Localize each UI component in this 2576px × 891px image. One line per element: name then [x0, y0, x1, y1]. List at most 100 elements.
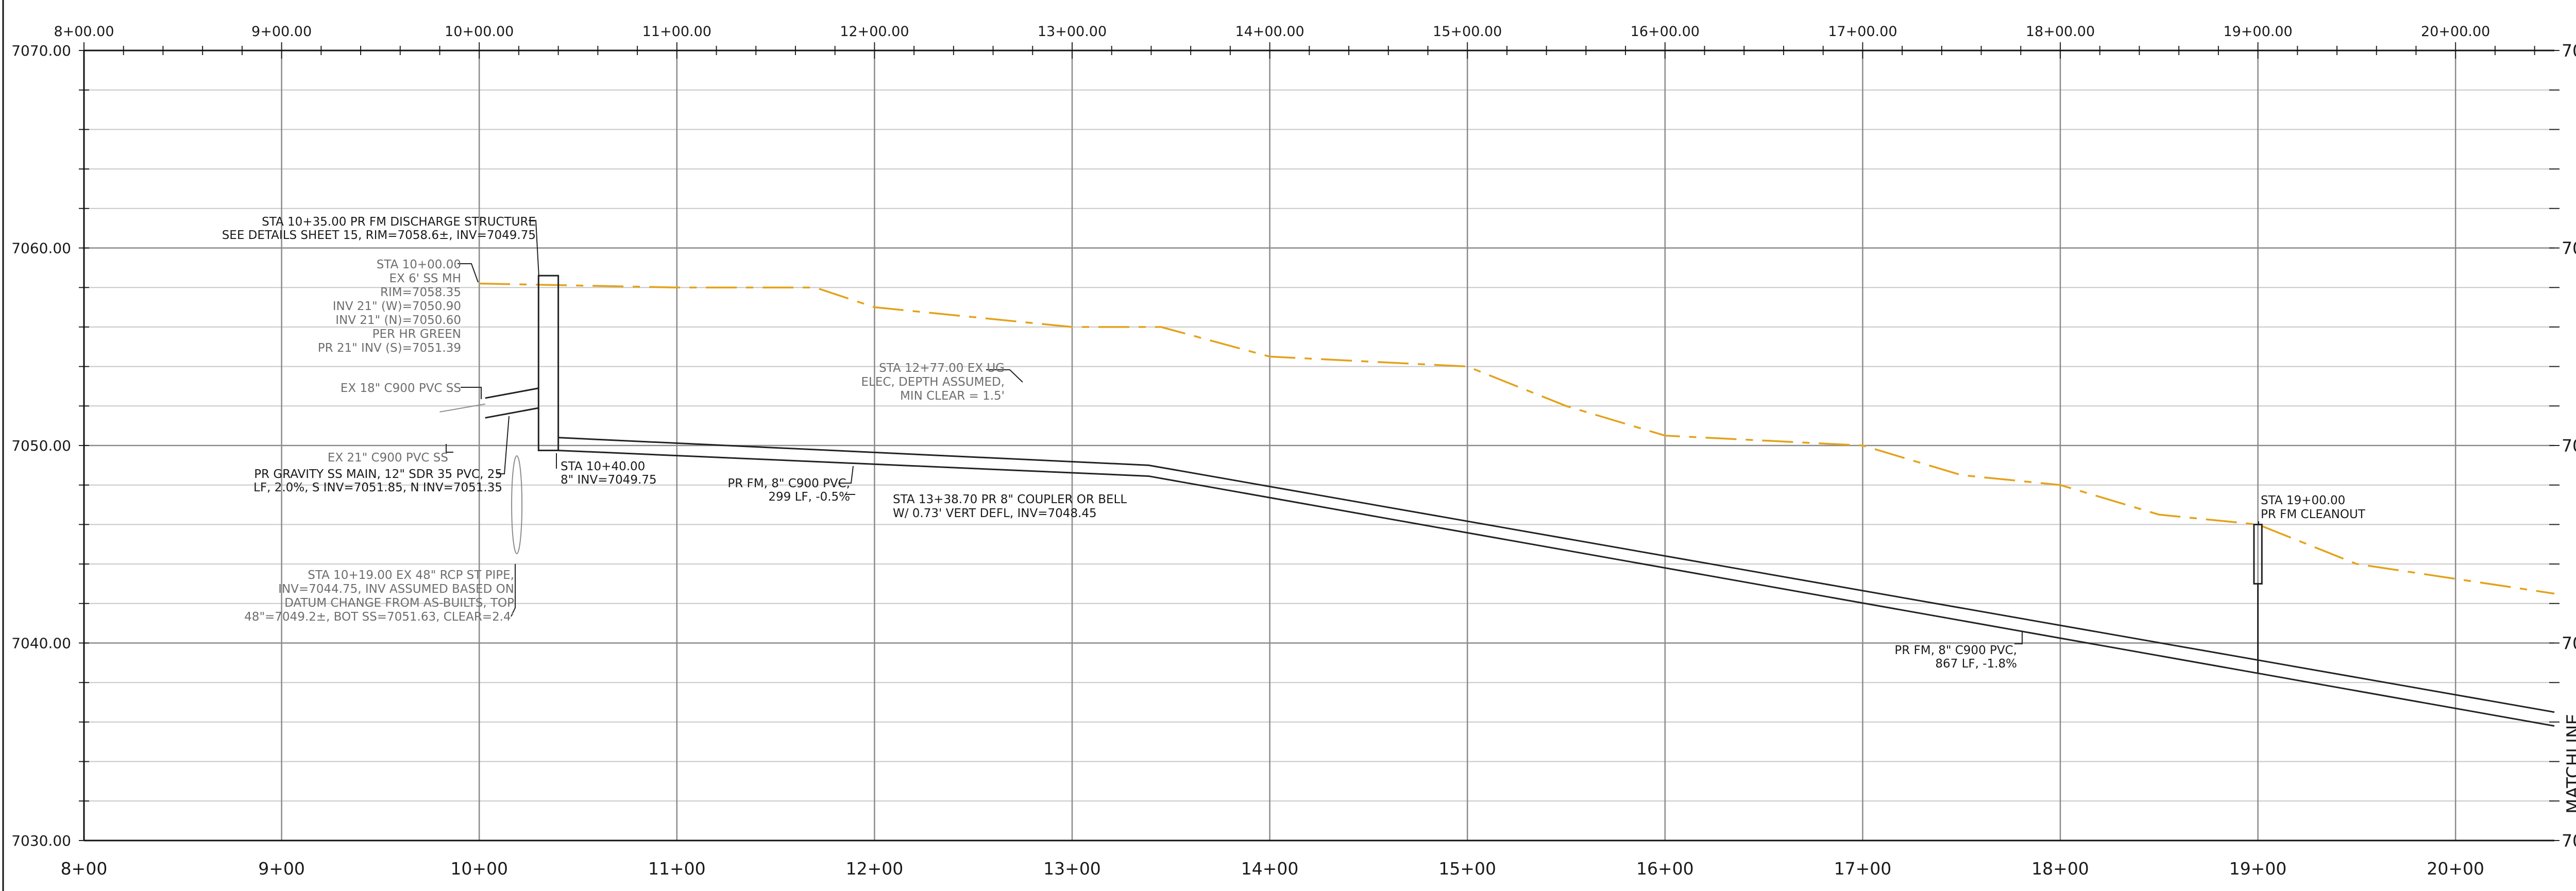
station-label-bottom: 16+00	[1636, 859, 1694, 879]
station-label-top: 15+00.00	[1433, 24, 1502, 40]
elevation-label-right: 7040	[2562, 633, 2576, 654]
annotation-leader	[529, 220, 539, 278]
elevation-label-left: 7030.00	[11, 832, 71, 849]
annotation-line: INV 21" (W)=7050.90	[333, 300, 461, 313]
rcp-pipe-ellipse	[511, 455, 523, 555]
elevation-label-right: 7030	[2562, 831, 2576, 851]
annotation-line: INV 21" (N)=7050.60	[335, 314, 461, 327]
existing-ground-line	[479, 282, 2555, 595]
station-label-top: 20+00.00	[2421, 24, 2490, 40]
annotation-line: PER HR GREEN	[372, 328, 461, 341]
annotation-leader	[461, 387, 482, 399]
annotation-line: INV=7044.75, INV ASSUMED BASED ON	[278, 582, 514, 596]
annotation-fm-299: PR FM, 8" C900 PVC,299 LF, -0.5%	[727, 477, 850, 504]
annotation-gravity-main: PR GRAVITY SS MAIN, 12" SDR 35 PVC, 25LF…	[253, 468, 502, 494]
elevation-label-right: 7060	[2562, 238, 2576, 259]
annotation-line: PR FM, 8" C900 PVC,	[727, 477, 850, 490]
gravity-main-bottom-line	[485, 407, 539, 419]
station-label-bottom: 12+00	[846, 859, 904, 879]
station-label-top: 17+00.00	[1828, 24, 1897, 40]
annotation-line: PR FM, 8" C900 PVC,	[1894, 644, 2017, 657]
annotation-line: LF, 2.0%, S INV=7051.85, N INV=7051.35	[253, 481, 502, 494]
annotation-line: PR GRAVITY SS MAIN, 12" SDR 35 PVC, 25	[254, 468, 502, 481]
annotation-line: PR 21" INV (S)=7051.39	[318, 341, 461, 355]
annotation-line: W/ 0.73' VERT DEFL, INV=7048.45	[893, 507, 1097, 520]
station-label-bottom: 20+00	[2427, 859, 2484, 879]
annotation-line: 299 LF, -0.5%	[768, 490, 850, 504]
station-label-bottom: 19+00	[2229, 859, 2287, 879]
station-label-bottom: 17+00	[1834, 859, 1892, 879]
annotation-line: 8" INV=7049.75	[561, 473, 657, 487]
station-label-top: 14+00.00	[1235, 24, 1304, 40]
station-label-bottom: 11+00	[648, 859, 706, 879]
station-label-top: 18+00.00	[2026, 24, 2095, 40]
station-label-top: 12+00.00	[840, 24, 909, 40]
station-label-top: 13+00.00	[1038, 24, 1107, 40]
station-label-top: 11+00.00	[642, 24, 711, 40]
annotation-line: 867 LF, -1.8%	[1935, 657, 2017, 671]
annotation-leader	[838, 466, 854, 484]
force-main-top-line	[558, 437, 2555, 713]
matchline-line: MATCHLINE	[2563, 714, 2576, 814]
annotation-line: RIM=7058.35	[380, 286, 461, 299]
station-label-bottom: 13+00	[1043, 859, 1101, 879]
annotation-ex-18-ss: EX 18" C900 PVC SS	[341, 382, 461, 395]
annotation-line: STA 12+77.00 EX UG	[879, 362, 1005, 375]
elevation-label-left: 7060.00	[11, 240, 71, 257]
station-label-bottom: 15+00	[1438, 859, 1496, 879]
annotation-sta-1040: STA 10+40.008" INV=7049.75	[561, 460, 657, 487]
gravity-main-top-line	[485, 387, 539, 399]
discharge-structure	[537, 275, 560, 452]
station-label-bottom: 10+00	[450, 859, 508, 879]
force-main-bottom-line	[558, 450, 2555, 727]
ex-21-ss-line	[439, 403, 485, 413]
station-label-bottom: 18+00	[2031, 859, 2089, 879]
annotation-line: STA 10+00.00	[377, 258, 461, 271]
station-label-bottom: 8+00	[61, 859, 108, 879]
annotation-line: SEE DETAILS SHEET 15, RIM=7058.6±, INV=7…	[222, 229, 536, 242]
annotation-line: STA 10+35.00 PR FM DISCHARGE STRUCTURE	[262, 215, 536, 229]
elevation-label-right: 7050	[2562, 436, 2576, 456]
annotation-line: MIN CLEAR = 1.5'	[900, 389, 1005, 403]
annotation-line: EX 21" C900 PVC SS	[328, 451, 448, 465]
elevation-label-right: 7070	[2562, 41, 2576, 61]
annotation-line: EX 18" C900 PVC SS	[341, 382, 461, 395]
annotation-leader	[986, 369, 1023, 383]
annotation-line: EX 6' SS MH	[389, 272, 461, 285]
annotation-leader	[2014, 631, 2023, 644]
annotation-line: STA 10+19.00 EX 48" RCP ST PIPE,	[308, 569, 514, 582]
station-label-top: 19+00.00	[2223, 24, 2292, 40]
annotation-line: 48"=7049.2±, BOT SS=7051.63, CLEAR=2.4'	[244, 610, 514, 624]
annotation-leader	[511, 564, 516, 617]
station-label-top: 10+00.00	[445, 24, 514, 40]
annotation-line: PR FM CLEANOUT	[2261, 508, 2366, 521]
annotation-line: STA 10+40.00	[561, 460, 645, 473]
axis-labels: 8+00.00 9+00.00 10+00.00 11+00.00 12+00.00 13…	[11, 24, 2576, 879]
profile-features	[439, 275, 2555, 727]
annotation-leader	[446, 444, 453, 453]
annotation-line: DATUM CHANGE FROM AS-BUILTS, TOP	[284, 596, 514, 610]
elevation-label-left: 7040.00	[11, 635, 71, 652]
station-label-bottom: 14+00	[1241, 859, 1299, 879]
profile-grid	[79, 42, 2560, 842]
annotation-rcp-pipe: STA 10+19.00 EX 48" RCP ST PIPE,INV=7044…	[244, 569, 514, 624]
station-label-bottom: 9+00	[258, 859, 305, 879]
annotation-fm-867: PR FM, 8" C900 PVC,867 LF, -1.8%	[1894, 644, 2017, 671]
annotation-ex-21-ss: EX 21" C900 PVC SS	[328, 451, 448, 465]
station-label-top: 9+00.00	[251, 24, 312, 40]
annotation-discharge-structure: STA 10+35.00 PR FM DISCHARGE STRUCTURESE…	[222, 215, 536, 242]
station-label-top: 8+00.00	[54, 24, 114, 40]
annotation-line: STA 13+38.70 PR 8" COUPLER OR BELL	[893, 493, 1127, 506]
elevation-label-left: 7050.00	[11, 437, 71, 454]
annotation-line: STA 19+00.00	[2261, 494, 2345, 507]
elevation-label-left: 7070.00	[11, 42, 71, 59]
annotation-leader	[497, 416, 510, 474]
annotation-line: ELEC, DEPTH ASSUMED,	[861, 375, 1005, 389]
